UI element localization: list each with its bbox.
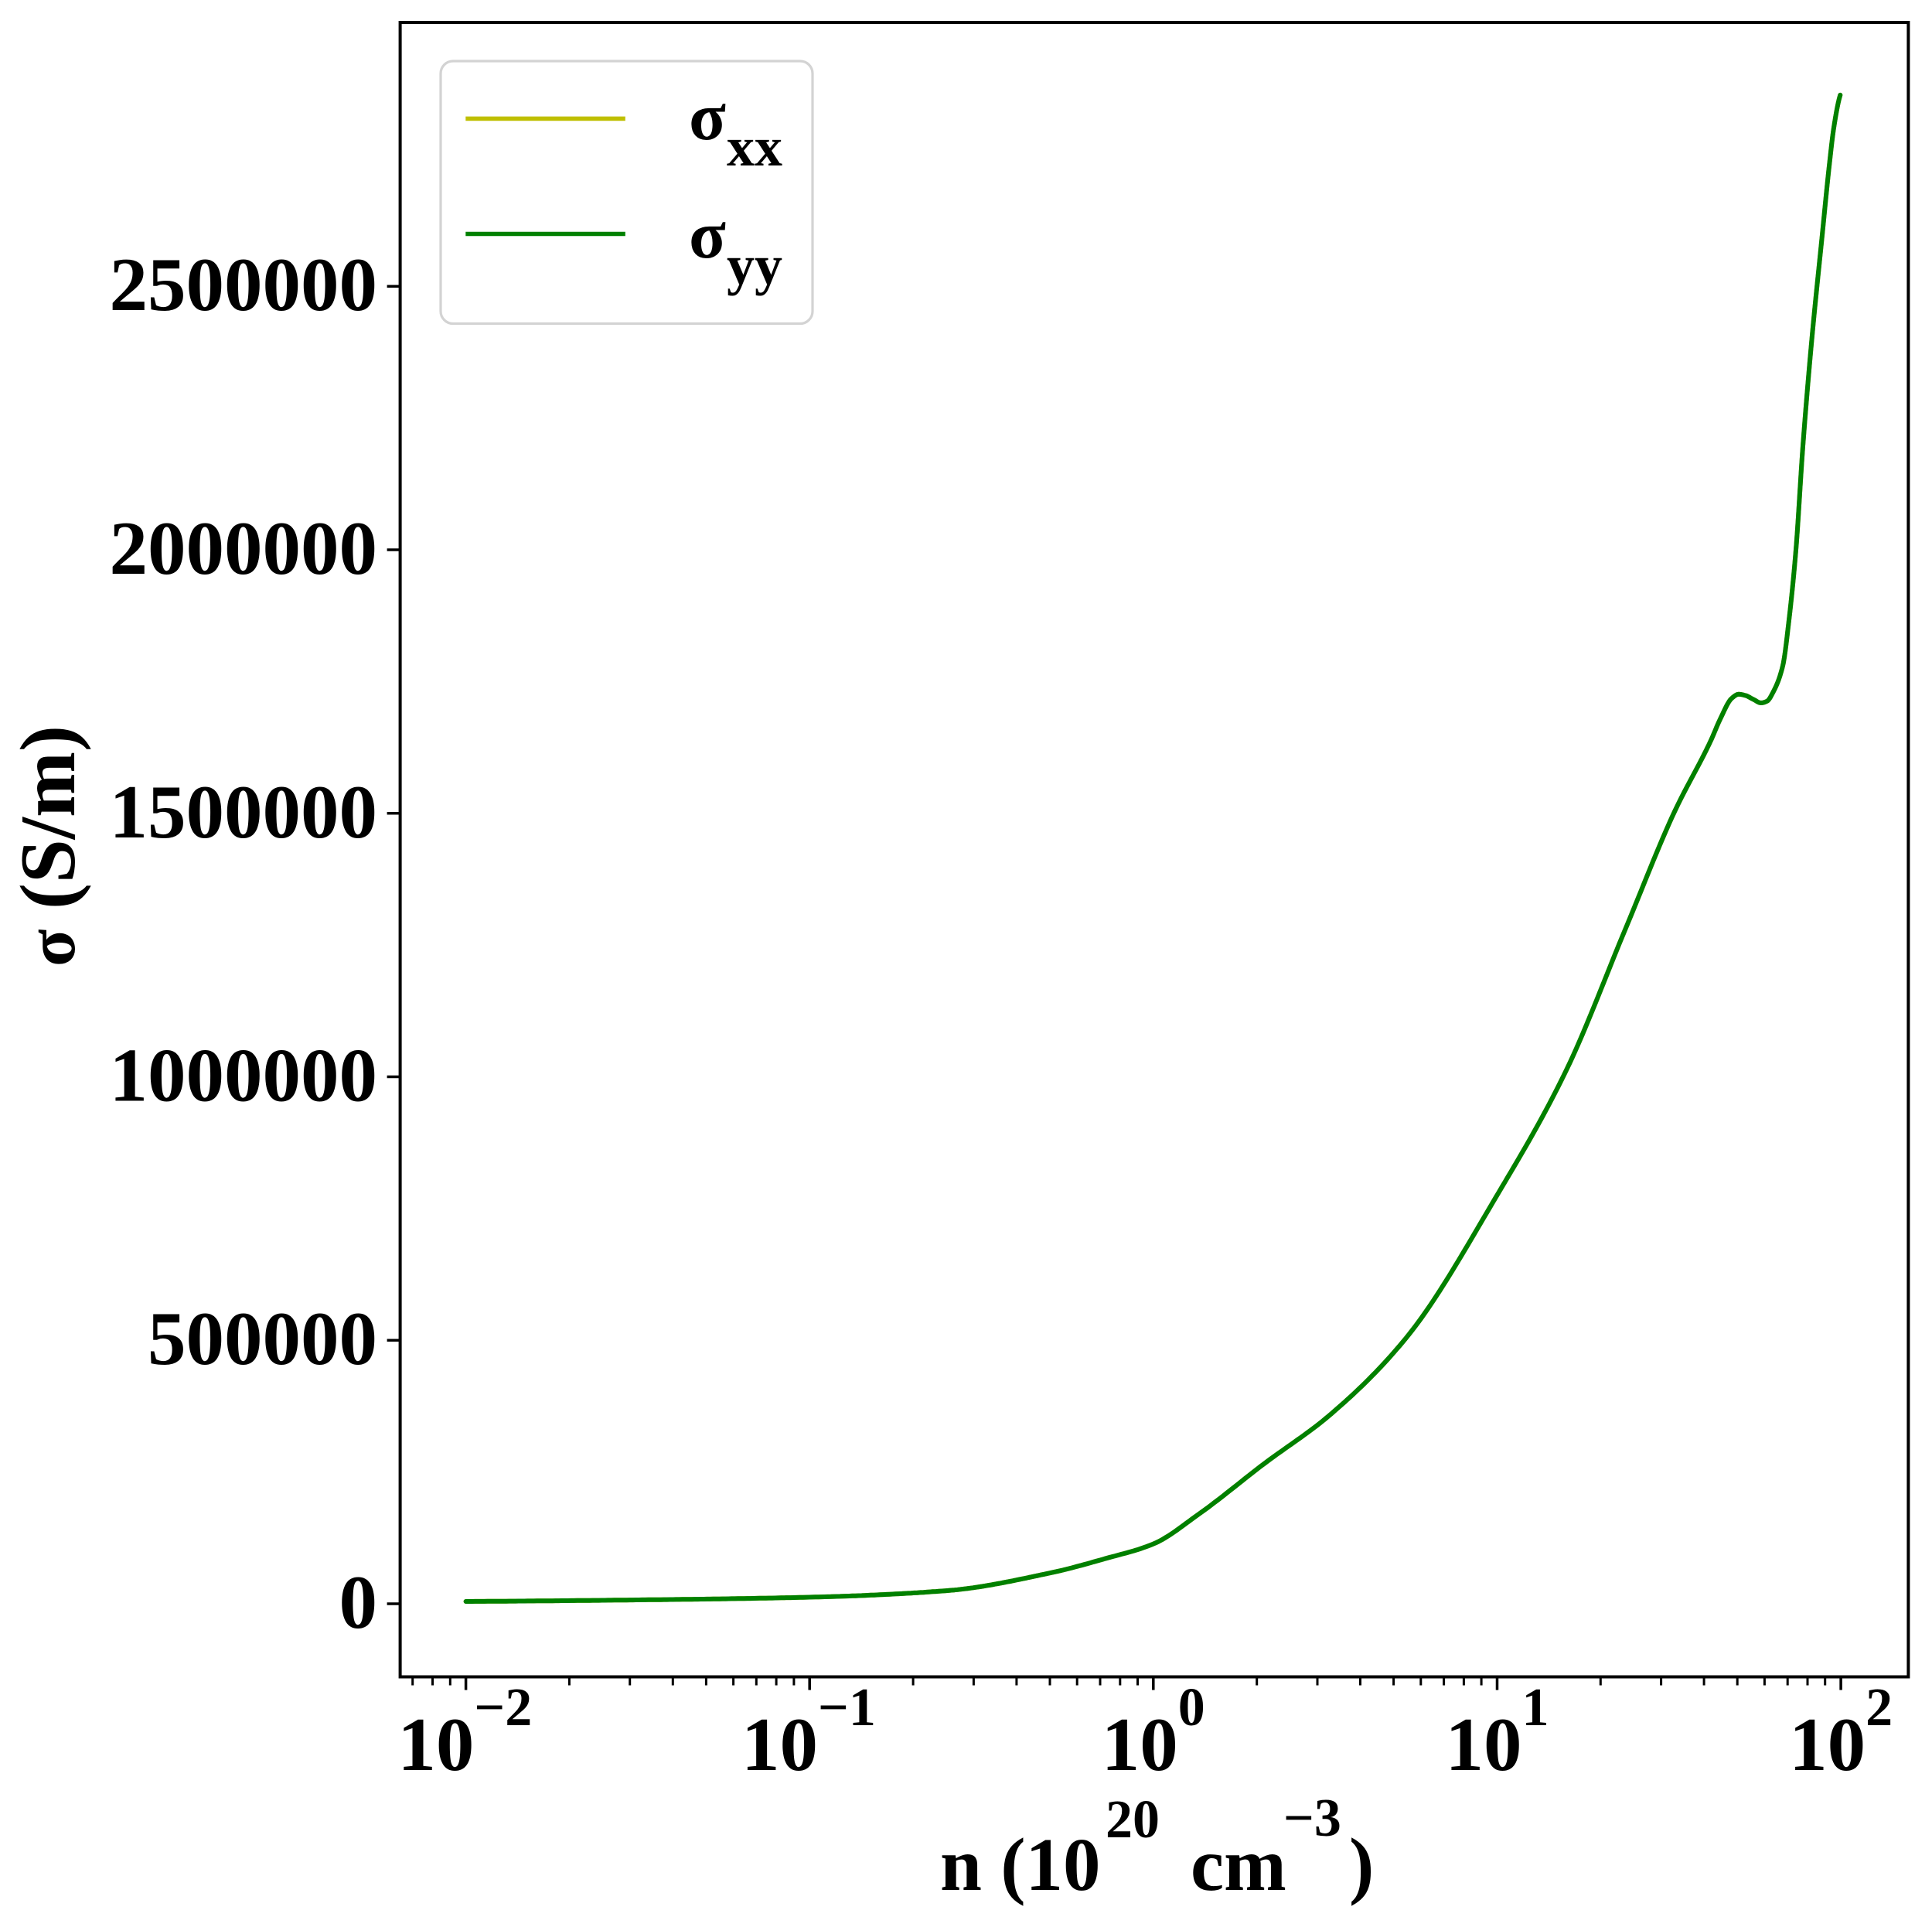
svg-text:n (10: n (10 xyxy=(940,1823,1101,1906)
svg-text:10: 10 xyxy=(397,1703,474,1787)
svg-text:10: 10 xyxy=(1789,1703,1866,1787)
svg-text:2000000: 2000000 xyxy=(110,506,378,591)
svg-text:σ: σ xyxy=(689,198,726,273)
svg-text:): ) xyxy=(1349,1823,1374,1906)
svg-text:2: 2 xyxy=(1866,1678,1893,1738)
svg-text:1000000: 1000000 xyxy=(110,1034,378,1118)
svg-text:1: 1 xyxy=(1522,1678,1549,1738)
svg-text:2500000: 2500000 xyxy=(110,243,378,327)
svg-text:1500000: 1500000 xyxy=(110,770,378,854)
svg-text:10: 10 xyxy=(741,1703,818,1787)
svg-text:20: 20 xyxy=(1106,1790,1160,1850)
svg-text:−2: −2 xyxy=(474,1678,532,1738)
svg-text:σ: σ xyxy=(689,80,726,155)
svg-text:yy: yy xyxy=(727,234,782,296)
svg-text:−3: −3 xyxy=(1283,1789,1341,1848)
svg-text:σ (S/m): σ (S/m) xyxy=(5,725,92,967)
svg-text:0: 0 xyxy=(1178,1678,1205,1738)
svg-text:−1: −1 xyxy=(818,1678,876,1738)
svg-text:10: 10 xyxy=(1102,1703,1178,1787)
svg-text:0: 0 xyxy=(339,1560,378,1645)
svg-text:10: 10 xyxy=(1446,1703,1522,1787)
svg-text:xx: xx xyxy=(727,116,782,178)
svg-text:cm: cm xyxy=(1191,1823,1286,1906)
svg-text:500000: 500000 xyxy=(148,1297,377,1381)
